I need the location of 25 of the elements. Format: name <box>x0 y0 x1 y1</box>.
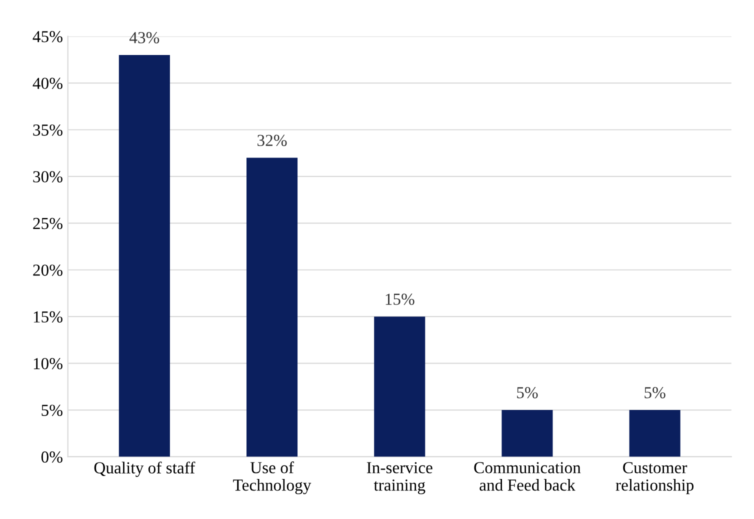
data-label: 5% <box>517 387 538 398</box>
x-tick-label: In-service training <box>366 462 432 494</box>
data-label: 5% <box>644 387 666 398</box>
x-tick-label: Customer relationship <box>616 462 694 494</box>
x-tick-label: Quality of staff <box>94 462 196 477</box>
y-tick-label: 5% <box>42 404 62 416</box>
y-tick-label: 15% <box>34 311 62 323</box>
y-tick-label: 10% <box>34 358 62 370</box>
bar <box>118 55 170 457</box>
data-label: 43% <box>129 32 160 44</box>
data-label: 15% <box>386 294 414 305</box>
x-tick-label: Use of Technology <box>233 461 312 494</box>
y-tick-label: 45% <box>32 31 62 42</box>
y-tick-label: 35% <box>33 124 62 136</box>
bar <box>246 158 298 457</box>
x-tick-label: Communication and Feed back <box>474 462 581 491</box>
y-tick-label: 0% <box>41 451 62 463</box>
y-tick-label: 25% <box>33 218 62 230</box>
data-label: 32% <box>258 134 287 146</box>
bar <box>629 410 680 457</box>
y-tick-label: 30% <box>33 171 62 182</box>
y-tick-label: 20% <box>33 264 62 276</box>
y-tick-label: 40% <box>32 78 62 90</box>
bar <box>502 410 553 457</box>
bar <box>374 316 426 457</box>
